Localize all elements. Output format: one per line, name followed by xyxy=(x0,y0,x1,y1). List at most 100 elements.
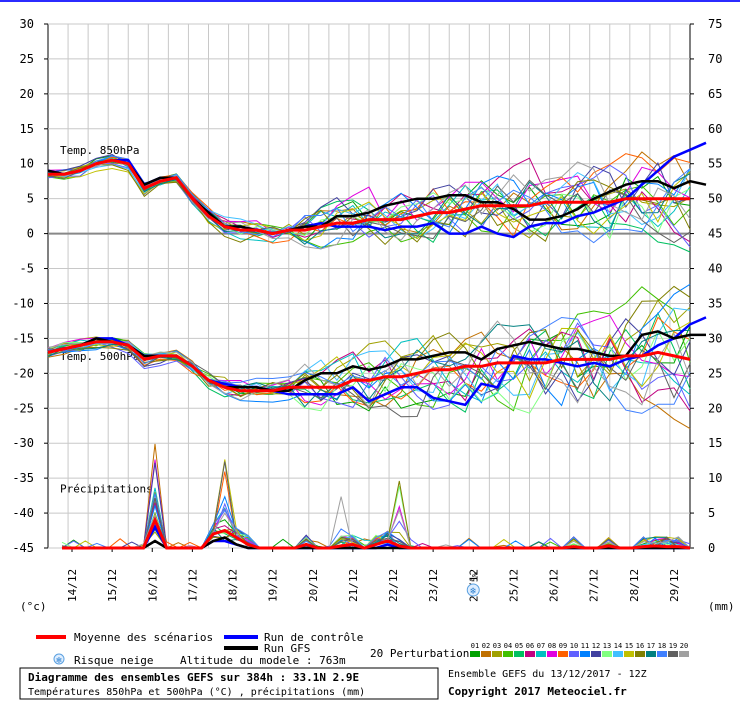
perturbation-number: 17 xyxy=(647,642,655,650)
x-tick-label: 19/12 xyxy=(267,569,280,602)
x-tick-label: 27/12 xyxy=(588,569,601,602)
perturbation-number: 14 xyxy=(614,642,622,650)
left-tick-label: -15 xyxy=(12,331,34,345)
perturbation-swatch xyxy=(525,651,535,657)
footer-title: Diagramme des ensembles GEFS sur 384h : … xyxy=(28,671,359,684)
legend-control-label: Run de contrôle xyxy=(264,631,363,644)
perturbation-swatch xyxy=(635,651,645,657)
perturbation-swatch xyxy=(668,651,678,657)
left-tick-label: -35 xyxy=(12,471,34,485)
right-tick-label: 20 xyxy=(708,401,722,415)
panel-label: Précipitations xyxy=(60,483,153,496)
left-tick-label: -25 xyxy=(12,401,34,415)
legend-snow-icon xyxy=(53,653,65,665)
perturbation-number: 08 xyxy=(548,642,556,650)
right-tick-label: 70 xyxy=(708,52,722,66)
mean-850-line xyxy=(48,158,690,236)
perturbation-number: 12 xyxy=(592,642,600,650)
right-tick-label: 75 xyxy=(708,17,722,31)
perturbation-number: 07 xyxy=(537,642,545,650)
right-tick-label: 30 xyxy=(708,331,722,345)
perturbation-number: 19 xyxy=(669,642,677,650)
right-tick-label: 45 xyxy=(708,227,722,241)
legend-mean-label: Moyenne des scénarios xyxy=(74,631,213,644)
legend-gfs-label: Run GFS xyxy=(264,642,310,655)
footer-run: Ensemble GEFS du 13/12/2017 - 12Z xyxy=(448,669,647,680)
x-tick-label: 26/12 xyxy=(548,569,561,602)
left-tick-label: -30 xyxy=(12,436,34,450)
right-tick-label: 60 xyxy=(708,122,722,136)
right-tick-label: 50 xyxy=(708,192,722,206)
perturbation-swatch xyxy=(679,651,689,657)
left-tick-label: 15 xyxy=(20,122,34,136)
footer-subtitle: Températures 850hPa et 500hPa (°C) , pré… xyxy=(28,686,365,698)
member-850-line xyxy=(47,160,691,250)
perturbation-swatch xyxy=(657,651,667,657)
perturbation-swatch xyxy=(514,651,524,657)
perturbation-swatch xyxy=(580,651,590,657)
snowflake-glyph: ❄ xyxy=(470,586,477,597)
x-tick-label: 18/12 xyxy=(227,569,240,602)
perturbation-swatch xyxy=(503,651,513,657)
perturbation-number: 06 xyxy=(526,642,534,650)
x-tick-label: 16/12 xyxy=(146,569,159,602)
perturbation-swatch xyxy=(624,651,634,657)
left-tick-label: 25 xyxy=(20,52,34,66)
left-tick-label: 10 xyxy=(20,157,34,171)
legend-snowflake-glyph: ❄ xyxy=(56,656,62,666)
perturbation-swatch xyxy=(613,651,623,657)
perturbation-swatch xyxy=(646,651,656,657)
left-tick-label: -45 xyxy=(12,541,34,555)
right-tick-label: 65 xyxy=(708,87,722,101)
left-axis-label: (°c) xyxy=(20,600,47,613)
panel-label: Temp. 500hPa xyxy=(60,350,139,363)
right-tick-label: 15 xyxy=(708,436,722,450)
x-tick-label: 15/12 xyxy=(106,569,119,602)
x-tick-label: 29/12 xyxy=(668,569,681,602)
x-tick-label: 28/12 xyxy=(628,569,641,602)
legend-snow-label: Risque neige xyxy=(74,654,153,667)
member-500-line xyxy=(47,318,691,402)
perturbation-swatch xyxy=(569,651,579,657)
perturbation-number: 02 xyxy=(482,642,490,650)
mean-precip-line xyxy=(62,516,691,550)
perturbation-number: 15 xyxy=(625,642,633,650)
perturbation-number: 03 xyxy=(493,642,501,650)
perturbation-number: 01 xyxy=(471,642,479,650)
left-tick-label: -40 xyxy=(12,506,34,520)
perturbation-swatch xyxy=(558,651,568,657)
mean-500-line xyxy=(47,340,691,393)
perturbation-swatch xyxy=(481,651,491,657)
x-tick-label: 14/12 xyxy=(66,569,79,602)
x-tick-label: 22/12 xyxy=(387,569,400,602)
footer-copyright: Copyright 2017 Meteociel.fr xyxy=(448,685,627,698)
perturbation-number: 09 xyxy=(559,642,567,650)
x-tick-label: 25/12 xyxy=(507,569,520,602)
perturbation-number: 20 xyxy=(680,642,688,650)
right-axis-label: (mm) xyxy=(708,600,735,613)
perturbation-swatch xyxy=(591,651,601,657)
right-tick-label: 10 xyxy=(708,471,722,485)
right-tick-label: 5 xyxy=(708,506,715,520)
perturbation-number: 05 xyxy=(515,642,523,650)
perturbation-swatch xyxy=(547,651,557,657)
perturbations-label: 20 Perturbations xyxy=(370,647,476,660)
perturbation-number: 18 xyxy=(658,642,666,650)
gfs-850-line xyxy=(47,158,707,235)
perturbation-number: 16 xyxy=(636,642,644,650)
right-tick-label: 0 xyxy=(708,541,715,555)
member-500-line xyxy=(47,285,691,410)
altitude-label: Altitude du modele : 763m xyxy=(180,654,346,667)
perturbation-number: 13 xyxy=(603,642,611,650)
left-tick-label: 30 xyxy=(20,17,34,31)
snow-percent-label: 5% xyxy=(470,572,479,582)
left-tick-label: 0 xyxy=(27,227,34,241)
x-tick-label: 21/12 xyxy=(347,569,360,602)
x-tick-label: 17/12 xyxy=(186,569,199,602)
left-tick-label: -5 xyxy=(20,262,34,276)
left-tick-label: -20 xyxy=(12,366,34,380)
left-tick-label: -10 xyxy=(12,296,34,310)
left-tick-label: 5 xyxy=(27,192,34,206)
